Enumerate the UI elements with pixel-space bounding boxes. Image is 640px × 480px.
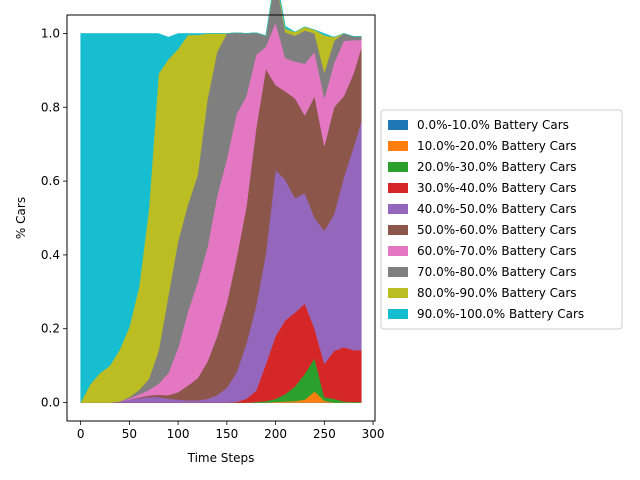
- area-series-group: [80, 0, 362, 403]
- x-tick-label: 0: [77, 427, 85, 441]
- x-tick-label: 300: [362, 427, 385, 441]
- x-tick-label: 100: [167, 427, 190, 441]
- y-axis-label: % Cars: [14, 197, 28, 239]
- y-tick-label: 1.0: [41, 26, 60, 40]
- y-tick-label: 0.0: [41, 396, 60, 410]
- y-tick-label: 0.6: [41, 174, 60, 188]
- legend-label-0: 0.0%-10.0% Battery Cars: [417, 118, 569, 132]
- legend-swatch-4: [388, 204, 408, 214]
- x-axis-ticks: 0 50 100 150 200 250 300: [77, 421, 385, 441]
- legend: 0.0%-10.0% Battery Cars 10.0%-20.0% Batte…: [380, 109, 623, 330]
- legend-label-6: 60.0%-70.0% Battery Cars: [417, 244, 577, 258]
- legend-swatch-1: [388, 141, 408, 151]
- x-tick-label: 50: [122, 427, 137, 441]
- y-tick-label: 0.2: [41, 322, 60, 336]
- legend-label-7: 70.0%-80.0% Battery Cars: [417, 265, 577, 279]
- legend-swatch-2: [388, 162, 408, 172]
- legend-frame: [380, 109, 623, 330]
- legend-label-1: 10.0%-20.0% Battery Cars: [417, 139, 577, 153]
- legend-swatch-7: [388, 267, 408, 277]
- x-tick-label: 250: [313, 427, 336, 441]
- y-tick-label: 0.4: [41, 248, 60, 262]
- area-series-9: [80, 0, 362, 403]
- legend-label-8: 80.0%-90.0% Battery Cars: [417, 286, 577, 300]
- legend-label-4: 40.0%-50.0% Battery Cars: [417, 202, 577, 216]
- legend-swatch-3: [388, 183, 408, 193]
- plot-frame: [66, 14, 376, 422]
- legend-swatch-6: [388, 246, 408, 256]
- x-tick-label: 150: [215, 427, 238, 441]
- legend-label-3: 30.0%-40.0% Battery Cars: [417, 181, 577, 195]
- legend-swatch-9: [388, 309, 408, 319]
- y-axis-ticks: 0.0 0.2 0.4 0.6 0.8 1.0: [41, 26, 67, 410]
- x-axis-label: Time Steps: [187, 451, 255, 465]
- legend-swatch-8: [388, 288, 408, 298]
- legend-label-9: 90.0%-100.0% Battery Cars: [417, 307, 584, 321]
- x-tick-label: 200: [264, 427, 287, 441]
- legend-label-5: 50.0%-60.0% Battery Cars: [417, 223, 577, 237]
- legend-swatch-5: [388, 225, 408, 235]
- legend-label-2: 20.0%-30.0% Battery Cars: [417, 160, 577, 174]
- legend-swatch-0: [388, 120, 408, 130]
- y-tick-label: 0.8: [41, 100, 60, 114]
